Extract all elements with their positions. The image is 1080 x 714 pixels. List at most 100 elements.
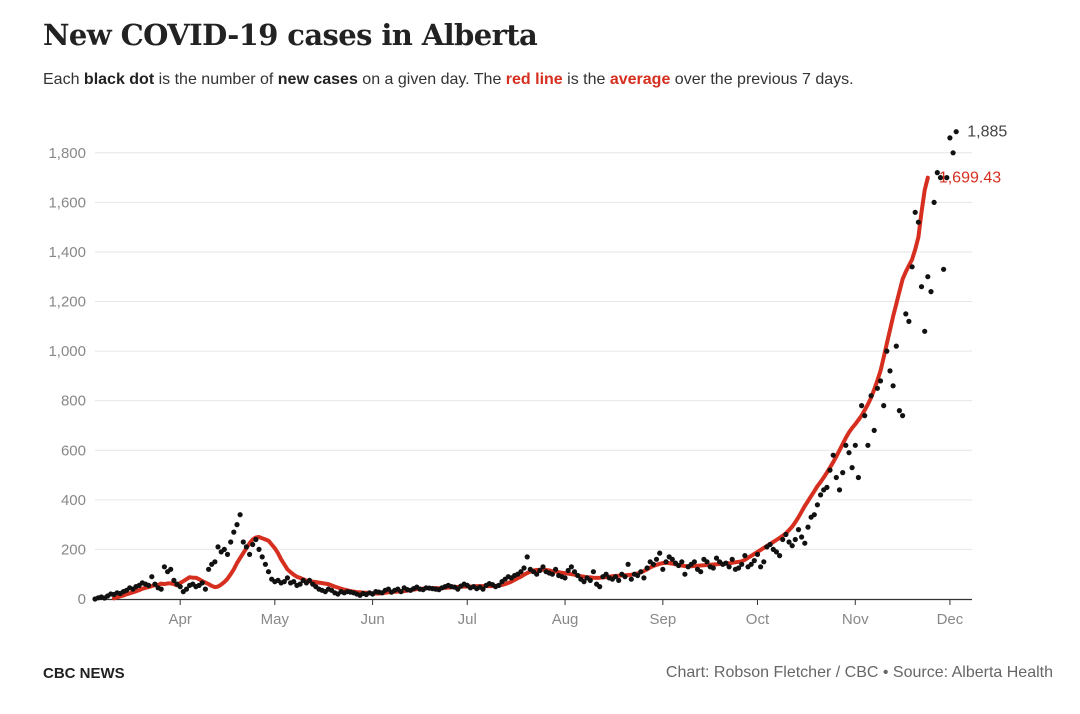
subtitle-text: on a given day. The (357, 71, 506, 88)
brand-label: CBC NEWS (43, 665, 125, 682)
daily-case-dot (212, 559, 218, 565)
y-tick-label: 800 (61, 393, 86, 410)
daily-case-dot (202, 586, 208, 592)
x-tick-label: Jun (361, 611, 385, 628)
daily-case-dot (534, 571, 540, 577)
y-tick-label: 1,000 (48, 343, 86, 360)
y-tick-label: 1,200 (48, 294, 86, 311)
daily-case-dot (537, 567, 543, 574)
daily-case-dot (284, 575, 290, 581)
daily-case-dot (922, 328, 928, 334)
subtitle-text: over the previous 7 days. (670, 71, 854, 88)
y-tick-label: 1,400 (48, 244, 86, 261)
daily-case-dot (855, 474, 862, 481)
x-tick-label: Jul (458, 611, 477, 628)
daily-case-dot (256, 546, 262, 553)
daily-case-dot (811, 512, 817, 518)
daily-case-dot (149, 574, 155, 580)
daily-case-dot (852, 442, 858, 448)
daily-case-dot (590, 569, 597, 575)
daily-case-dot (859, 403, 865, 409)
daily-case-dot (783, 531, 789, 538)
subtitle-emphasis-average: average (609, 71, 671, 88)
daily-case-dot (767, 541, 773, 548)
daily-case-dot (641, 575, 647, 581)
daily-case-dot (840, 470, 846, 476)
daily-case-dot (799, 534, 805, 540)
daily-case-dot (881, 403, 887, 409)
daily-case-dot (944, 175, 950, 181)
y-tick-label: 600 (61, 442, 86, 459)
y-tick-label: 200 (61, 541, 86, 558)
daily-case-dot (644, 565, 650, 571)
daily-case-dot (518, 569, 524, 575)
daily-case-dot (152, 581, 158, 587)
daily-case-dot (805, 524, 811, 530)
daily-case-dot (723, 560, 729, 566)
daily-case-dot (893, 343, 899, 349)
daily-case-dot (240, 539, 246, 545)
daily-case-dot (657, 550, 663, 556)
daily-case-dot (524, 554, 530, 560)
daily-case-dot (243, 544, 249, 550)
daily-case-dot (224, 551, 231, 558)
daily-case-dot (259, 554, 265, 560)
daily-case-dot (830, 452, 836, 458)
daily-case-dot (568, 564, 575, 570)
latest-average-label: 1,699.43 (939, 170, 1001, 187)
x-tick-label: Aug (552, 611, 579, 628)
daily-case-dot (947, 135, 953, 141)
daily-case-dot (751, 558, 757, 564)
daily-case-dot (281, 579, 287, 585)
daily-case-dot (754, 551, 761, 558)
daily-case-dot (553, 566, 559, 572)
daily-case-dot (635, 572, 641, 579)
daily-case-dot (575, 572, 581, 579)
daily-case-dot (758, 564, 764, 570)
daily-case-dot (931, 199, 937, 205)
daily-case-dot (398, 589, 404, 595)
daily-case-dot (950, 150, 956, 156)
daily-case-dot (818, 492, 824, 498)
daily-case-dot (679, 559, 685, 565)
daily-case-dot (786, 539, 792, 545)
x-tick-label: Oct (746, 611, 770, 628)
daily-case-dot (612, 574, 619, 580)
subtitle-text: is the (562, 71, 610, 88)
daily-case-dot (562, 575, 568, 581)
x-tick-label: Apr (169, 611, 192, 628)
daily-case-dot (603, 571, 609, 577)
daily-case-dot (297, 581, 303, 587)
daily-case-dot (912, 209, 918, 215)
daily-case-dot (736, 565, 742, 571)
daily-case-dot (868, 393, 874, 399)
daily-case-dot (789, 543, 795, 549)
daily-case-dot (622, 574, 628, 580)
daily-case-dot (865, 442, 871, 448)
daily-case-dot (792, 536, 798, 543)
daily-case-dot (682, 571, 688, 577)
daily-case-dot (237, 512, 243, 518)
daily-case-dot (221, 546, 227, 553)
daily-case-dot (581, 579, 587, 585)
daily-case-dot (890, 383, 896, 389)
daily-case-dot (953, 129, 959, 135)
daily-case-dot (909, 264, 915, 270)
daily-case-dot (616, 577, 622, 584)
daily-case-dot (742, 553, 748, 559)
daily-case-dot (653, 556, 660, 562)
daily-case-dot (206, 566, 212, 572)
subtitle-text: is the number of (154, 71, 278, 88)
daily-case-dot (777, 553, 783, 559)
y-tick-label: 400 (61, 492, 86, 509)
daily-case-dot (247, 551, 253, 558)
subtitle-emphasis-new-cases: new cases (277, 71, 358, 88)
daily-case-dot (628, 576, 634, 582)
y-tick-label: 1,800 (48, 145, 86, 162)
daily-case-dot (877, 378, 884, 384)
daily-case-dot (228, 539, 234, 545)
daily-case-dot (146, 582, 152, 589)
daily-case-dot (871, 427, 877, 433)
latest-daily-label: 1,885 (967, 124, 1007, 141)
